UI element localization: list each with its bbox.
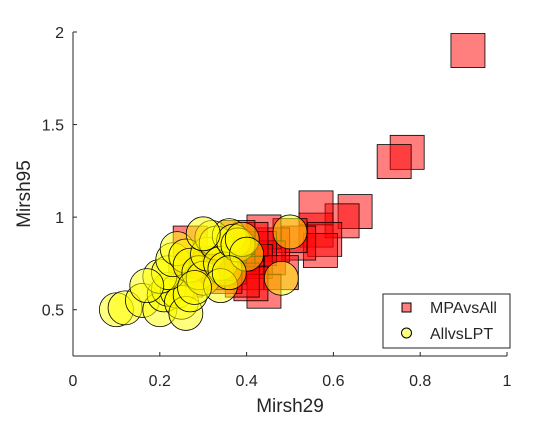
y-tick-label: 1.5 bbox=[42, 118, 64, 135]
legend-label-allvslpt: AllvsLPT bbox=[430, 326, 493, 343]
data-layer bbox=[99, 33, 486, 331]
legend-marker-allvslpt bbox=[401, 327, 412, 339]
data-point-allvslpt bbox=[177, 270, 212, 305]
data-point-allvslpt bbox=[129, 268, 165, 304]
y-tick-label: 1 bbox=[55, 210, 64, 227]
x-tick-label: 0.6 bbox=[322, 373, 344, 390]
ticks-layer: 0 0.2 0.4 0.6 0.8 1 0.5 1 1.5 2 bbox=[42, 25, 512, 390]
axes-layer bbox=[72, 32, 507, 357]
x-tick-label: 1 bbox=[503, 373, 512, 390]
x-tick-label: 0.4 bbox=[235, 373, 257, 390]
x-tick-label: 0 bbox=[69, 373, 78, 390]
data-point-allvslpt bbox=[272, 214, 308, 250]
data-point-allvslpt bbox=[211, 255, 247, 291]
legend-label-mpavsall: MPAvsAll bbox=[430, 300, 497, 317]
data-point-allvslpt bbox=[185, 216, 221, 252]
y-tick-label: 2 bbox=[55, 25, 64, 42]
legend: MPAvsAll AllvsLPT bbox=[382, 293, 511, 349]
data-point-mpavsall bbox=[450, 33, 486, 68]
y-tick-label: 0.5 bbox=[42, 303, 64, 320]
x-tick-label: 0.8 bbox=[409, 373, 431, 390]
y-axis-label: Mirsh95 bbox=[14, 160, 35, 228]
data-point-allvslpt bbox=[263, 260, 299, 296]
legend-marker-mpavsall bbox=[401, 302, 412, 313]
data-point-mpavsall bbox=[376, 144, 412, 180]
x-axis-label: Mirsh29 bbox=[256, 396, 324, 417]
x-tick-label: 0.2 bbox=[149, 373, 171, 390]
